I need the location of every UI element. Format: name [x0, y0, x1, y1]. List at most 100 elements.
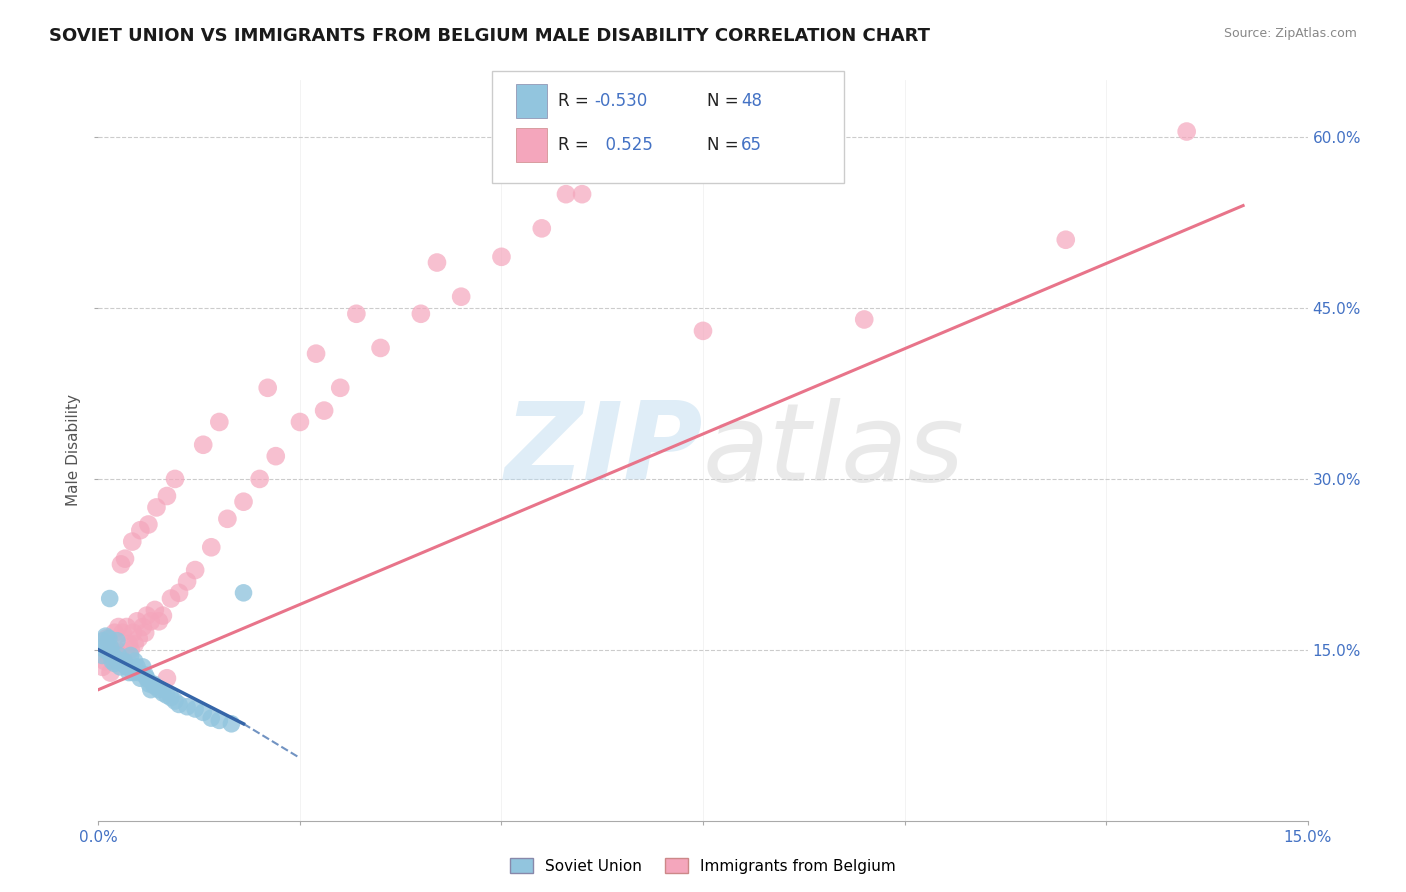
Point — [96, 637, 118, 651]
Text: 65: 65 — [741, 136, 762, 154]
Point — [114, 551, 136, 566]
Point — [97, 645, 120, 659]
Point — [108, 648, 131, 663]
Point — [305, 346, 328, 360]
Point — [96, 632, 118, 646]
Point — [163, 694, 186, 708]
Point — [134, 668, 156, 682]
Point — [128, 632, 150, 646]
Point — [143, 603, 166, 617]
Point — [221, 716, 243, 731]
Point — [450, 290, 472, 304]
Point — [145, 500, 167, 515]
Point — [115, 620, 138, 634]
Point — [100, 640, 122, 655]
Point — [232, 586, 254, 600]
Point — [249, 472, 271, 486]
Point — [91, 648, 114, 663]
Point — [111, 657, 134, 671]
Point — [176, 574, 198, 589]
Text: SOVIET UNION VS IMMIGRANTS FROM BELGIUM MALE DISABILITY CORRELATION CHART: SOVIET UNION VS IMMIGRANTS FROM BELGIUM … — [49, 27, 931, 45]
Point — [160, 690, 183, 705]
Point — [156, 689, 179, 703]
Point — [200, 711, 222, 725]
Point — [152, 608, 174, 623]
Point — [132, 660, 155, 674]
Point — [217, 512, 239, 526]
Point — [91, 660, 114, 674]
Point — [571, 187, 593, 202]
Text: N =: N = — [707, 92, 744, 110]
Point — [329, 381, 352, 395]
Point — [120, 642, 142, 657]
Point — [314, 403, 336, 417]
Point — [105, 652, 128, 666]
Point — [94, 642, 117, 657]
Point — [124, 654, 146, 668]
Point — [97, 648, 120, 663]
Point — [1175, 124, 1198, 138]
Point — [118, 665, 141, 680]
Point — [152, 686, 174, 700]
Point — [110, 558, 132, 572]
Point — [148, 682, 170, 697]
Point — [135, 671, 157, 685]
Point — [344, 307, 367, 321]
Point — [143, 679, 166, 693]
Point — [94, 654, 117, 668]
Point — [128, 665, 150, 680]
Point — [184, 563, 207, 577]
Point — [103, 625, 125, 640]
Point — [184, 702, 207, 716]
Point — [100, 665, 122, 680]
Point — [1054, 233, 1077, 247]
Point — [692, 324, 714, 338]
Point — [409, 307, 432, 321]
Point — [107, 648, 129, 663]
Text: 48: 48 — [741, 92, 762, 110]
Point — [288, 415, 311, 429]
Point — [370, 341, 392, 355]
Text: atlas: atlas — [703, 398, 965, 503]
Point — [103, 657, 125, 671]
Point — [491, 250, 513, 264]
Point — [135, 608, 157, 623]
Point — [148, 615, 170, 629]
Point — [118, 637, 141, 651]
Point — [122, 625, 145, 640]
Point — [142, 677, 165, 691]
Point — [132, 620, 155, 634]
Point — [160, 591, 183, 606]
Text: N =: N = — [707, 136, 744, 154]
Point — [121, 534, 143, 549]
Point — [167, 698, 190, 712]
Text: R =: R = — [558, 92, 595, 110]
Text: ZIP: ZIP — [505, 398, 703, 503]
Point — [111, 625, 134, 640]
Point — [108, 660, 131, 674]
Point — [97, 632, 120, 646]
Point — [264, 449, 287, 463]
Point — [134, 625, 156, 640]
Point — [107, 620, 129, 634]
Point — [127, 660, 149, 674]
Point — [138, 517, 160, 532]
Point — [94, 629, 117, 643]
Text: -0.530: -0.530 — [595, 92, 648, 110]
Point — [101, 648, 124, 663]
Point — [115, 660, 138, 674]
Point — [98, 591, 121, 606]
Text: R =: R = — [558, 136, 595, 154]
Point — [193, 438, 215, 452]
Point — [176, 699, 198, 714]
Point — [110, 654, 132, 668]
Point — [208, 714, 231, 728]
Point — [156, 671, 179, 685]
Point — [91, 633, 114, 648]
Point — [120, 648, 142, 663]
Point — [555, 187, 578, 202]
Point — [122, 665, 145, 680]
Point — [112, 654, 135, 668]
Point — [124, 637, 146, 651]
Point — [101, 654, 124, 668]
